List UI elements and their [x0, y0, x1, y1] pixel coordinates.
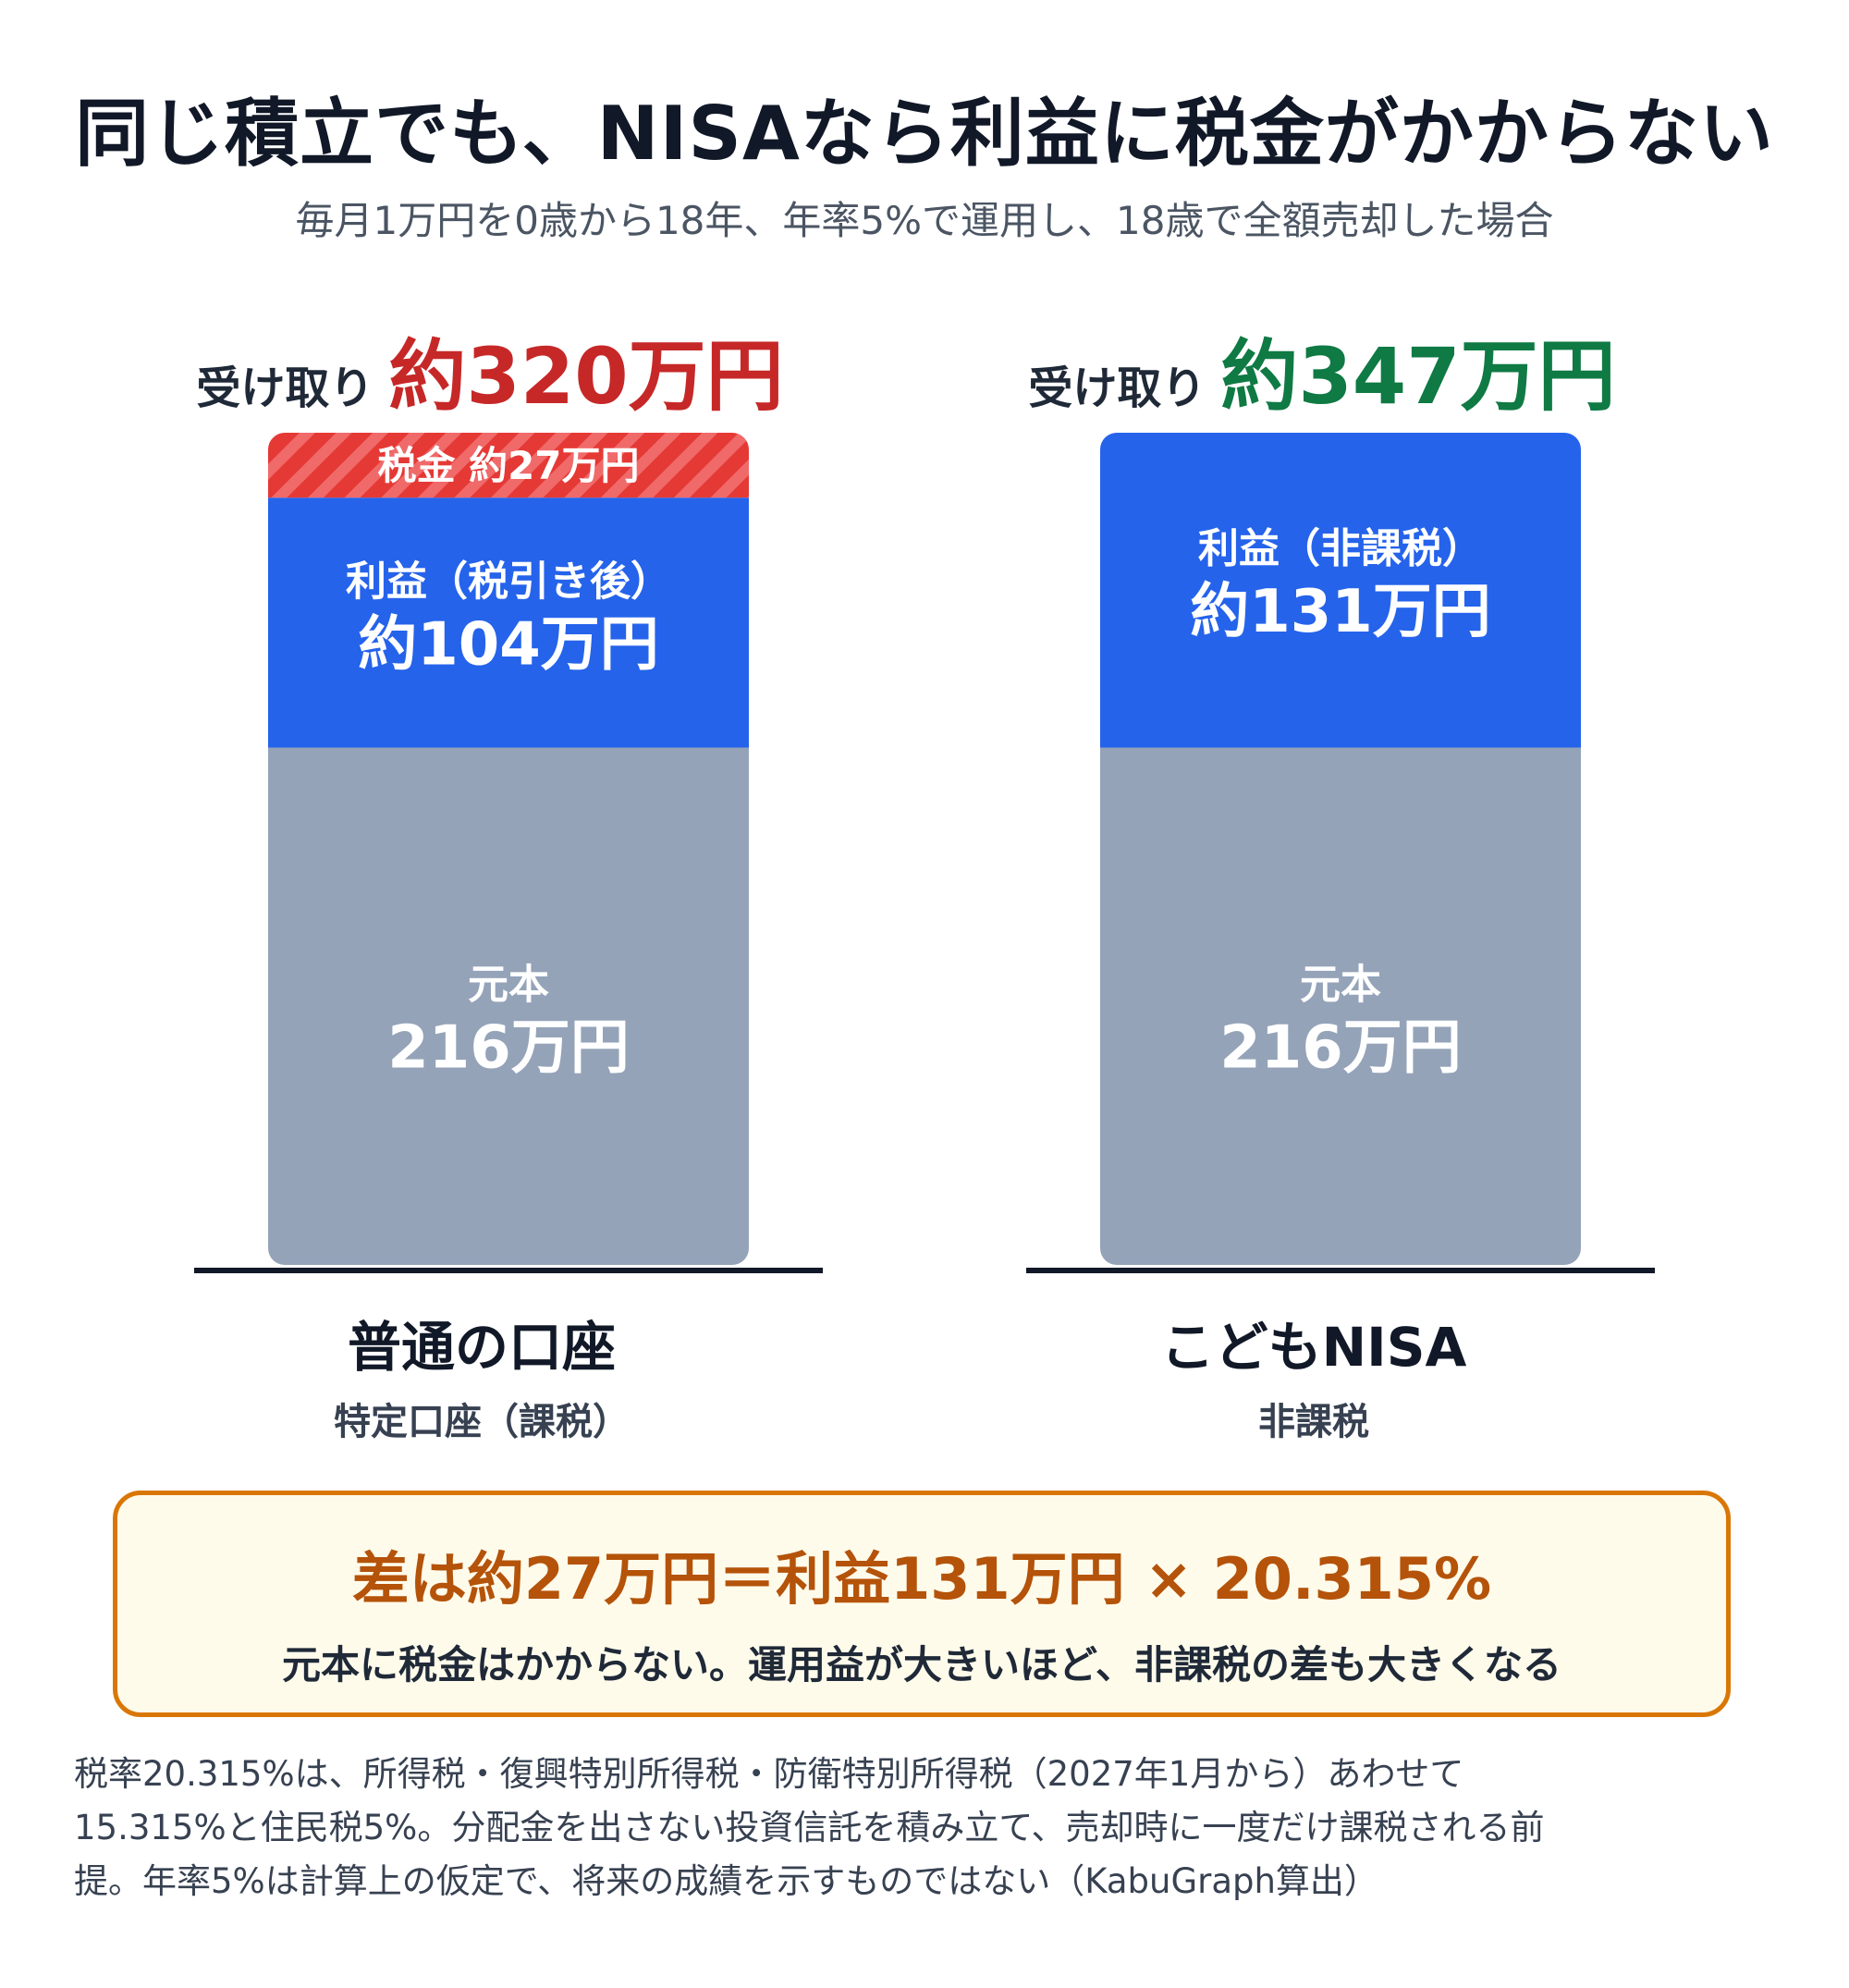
category-label-nisa: こどもNISA: [1160, 1316, 1467, 1379]
received-label: 受け取り: [196, 362, 374, 414]
tax-label-regular: 税金 約27万円: [377, 443, 639, 488]
received-total-regular: 受け取り 約320万円: [28, 314, 952, 426]
principal-label-nisa: 元本: [1300, 961, 1381, 1008]
profit-label-nisa: 利益（非課税）: [1198, 525, 1483, 572]
callout-sub-text: 元本に税金はかからない。運用益が大きいほど、非課税の差も大きくなる: [282, 1642, 1561, 1687]
principal-value-nisa: 216万円: [1219, 1013, 1462, 1082]
bar-segment-profit-nisa: [1100, 433, 1581, 748]
received-label: 受け取り: [1028, 362, 1206, 414]
chart-title: 同じ積立でも、NISAなら利益に税金がかからない: [75, 91, 1774, 177]
difference-callout: 差は約27万円＝利益131万円 × 20.315% 元本に税金はかからない。運用…: [113, 1491, 1731, 1717]
received-amount-regular: 約320万円: [388, 331, 784, 422]
callout-main-text: 差は約27万円＝利益131万円 × 20.315%: [351, 1545, 1492, 1613]
profit-value-regular: 約104万円: [358, 610, 659, 679]
footnote-line: 15.315%と住民税5%。分配金を出さない投資信託を積み立て、売却時に一度だけ…: [74, 1808, 1545, 1847]
bar-segment-tax-regular: [268, 433, 749, 498]
received-total-nisa: 受け取り 約347万円: [860, 314, 1784, 426]
chart-subtitle: 毎月1万円を0歳から18年、年率5%で運用し、18歳で全額売却した場合: [295, 198, 1554, 243]
bar-segment-principal-regular: [268, 747, 749, 1265]
category-sublabel-nisa: 非課税: [1258, 1401, 1369, 1443]
footnote: 税率20.315%は、所得税・復興特別所得税・防衛特別所得税（2027年1月から…: [74, 1748, 1784, 1908]
category-sublabel-regular: 特定口座（課税）: [334, 1401, 630, 1443]
received-amount-nisa: 約347万円: [1220, 331, 1616, 422]
principal-label-regular: 元本: [468, 961, 549, 1008]
footnote-line: 税率20.315%は、所得税・復興特別所得税・防衛特別所得税（2027年1月から…: [74, 1754, 1464, 1794]
bar-regular: [268, 433, 749, 1265]
profit-value-nisa: 約131万円: [1190, 578, 1491, 646]
bar-segment-principal-nisa: [1100, 747, 1581, 1265]
profit-label-regular: 利益（税引き後）: [346, 558, 671, 605]
principal-value-regular: 216万円: [387, 1013, 630, 1082]
footnote-line: 提。年率5%は計算上の仮定で、将来の成績を示すものではない（KabuGraph算…: [74, 1861, 1378, 1901]
bar-segment-profit-regular: [268, 497, 749, 748]
bar-nisa: [1100, 433, 1581, 1265]
category-label-regular: 普通の口座: [347, 1316, 616, 1379]
